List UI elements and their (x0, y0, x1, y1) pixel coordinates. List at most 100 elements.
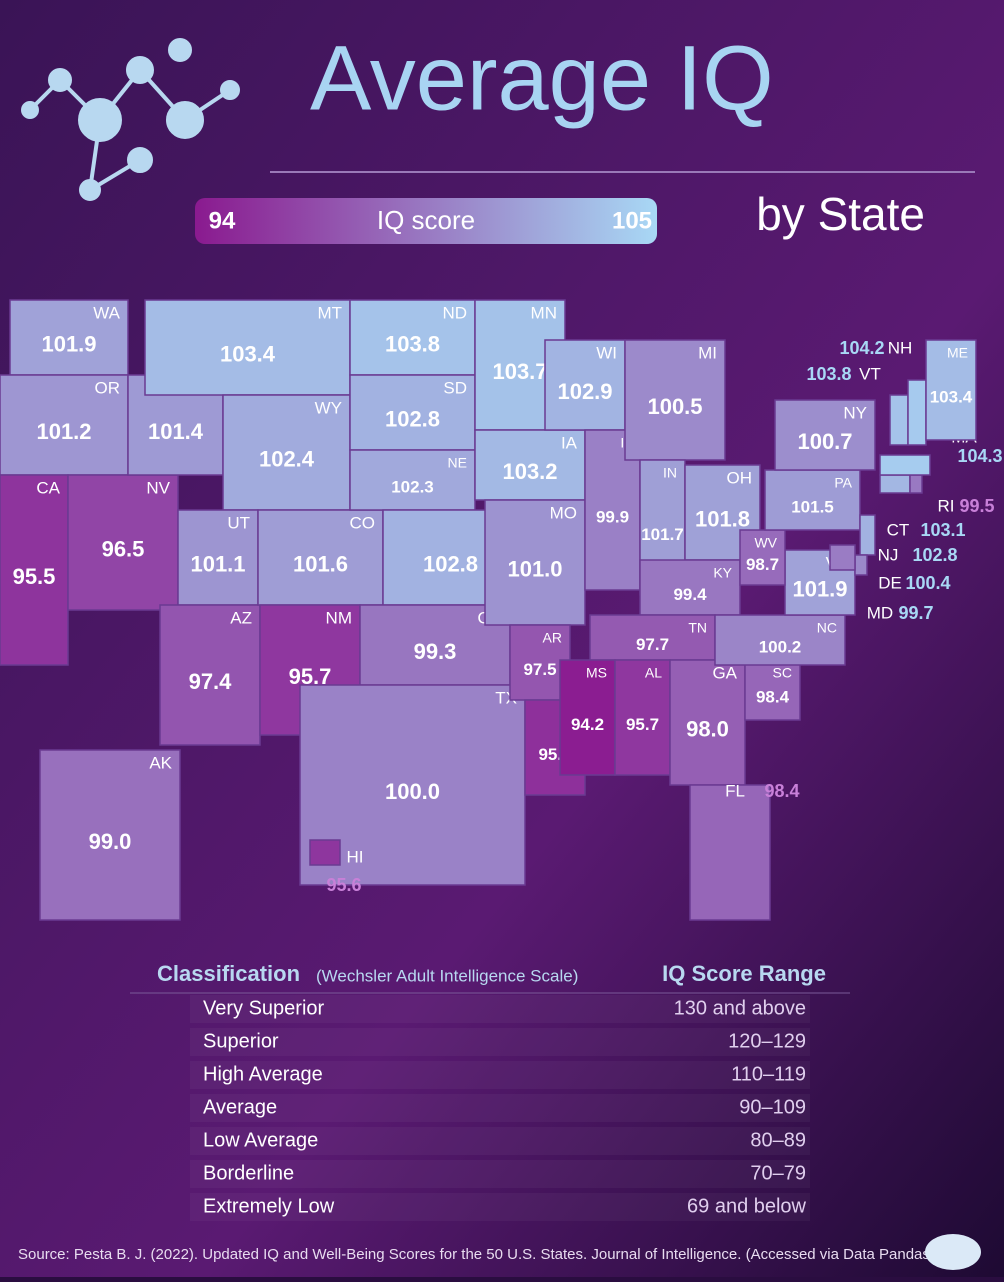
state-abbr: HI (347, 847, 364, 866)
state-value: 102.8 (912, 545, 957, 565)
state-abbr: MT (317, 303, 342, 322)
classification: Borderline (203, 1162, 294, 1184)
classification: Extremely Low (203, 1195, 335, 1217)
state-value: 101.9 (41, 331, 96, 356)
logo (925, 1234, 981, 1270)
table-row-bg (190, 995, 810, 1023)
state-shape (9, 299, 129, 376)
state-value: 98.7 (746, 555, 779, 574)
state-shape (859, 514, 876, 556)
state-value: 96.5 (102, 536, 145, 561)
state-shape (39, 749, 181, 921)
table-row-bg (190, 1061, 810, 1089)
state-value: 95.5 (13, 564, 56, 589)
state-value: 101.2 (36, 419, 91, 444)
state-shape (484, 499, 586, 626)
state-abbr: RI (938, 496, 955, 515)
state-value: 97.5 (523, 660, 556, 679)
state-value: 102.3 (391, 477, 434, 496)
state-abbr: NE (448, 455, 467, 471)
state-abbr: AL (645, 665, 662, 681)
state-abbr: PA (834, 475, 852, 491)
state-abbr: KY (713, 565, 732, 581)
state-shape (714, 614, 846, 666)
state-value: 94.2 (571, 715, 604, 734)
map: WA101.9OR101.2CA95.5NV96.5ID101.4MT103.4… (0, 299, 1003, 921)
score-range: 70–79 (750, 1162, 806, 1184)
state-shape (614, 659, 671, 776)
state-shape (829, 544, 856, 571)
state-value: 101.4 (148, 419, 204, 444)
state-shape (925, 339, 977, 441)
state-abbr: NM (326, 608, 352, 627)
state-abbr: ND (442, 303, 467, 322)
state-shape (909, 474, 923, 494)
state-shape (879, 454, 931, 476)
state-shape (774, 399, 876, 471)
state-value: 99.5 (959, 496, 994, 516)
table-row-bg (190, 1127, 810, 1155)
state-value: 103.7 (492, 359, 547, 384)
state-shape (639, 559, 741, 616)
state-value: 97.4 (189, 669, 233, 694)
state-abbr: CO (350, 513, 376, 532)
state-value: 99.0 (89, 829, 132, 854)
state-value: 101.0 (507, 556, 562, 581)
state-abbr: MO (550, 503, 577, 522)
score-range: 120–129 (728, 1030, 806, 1052)
state-value: 101.7 (641, 525, 684, 544)
state-abbr: UT (227, 513, 250, 532)
state-abbr: GA (712, 663, 737, 682)
state-shape (889, 394, 909, 446)
state-value: 101.6 (293, 551, 348, 576)
state-value: 100.0 (385, 779, 440, 804)
state-value: 100.2 (759, 637, 802, 656)
state-abbr: MI (698, 343, 717, 362)
classification: Average (203, 1096, 277, 1118)
state-abbr: VT (859, 364, 881, 383)
state-abbr: AR (543, 630, 562, 646)
legend-label: IQ score (377, 205, 475, 235)
state-shape (474, 429, 586, 501)
state-value: 103.1 (920, 520, 965, 540)
state-value: 104.3 (957, 446, 1002, 466)
score-range: 80–89 (750, 1129, 806, 1151)
state-value: 102.4 (259, 446, 315, 471)
state-shape (309, 839, 341, 866)
classification: High Average (203, 1063, 323, 1085)
score-range: 69 and below (687, 1195, 807, 1217)
state-value: 103.8 (806, 364, 851, 384)
state-value: 99.7 (898, 603, 933, 623)
state-abbr: SC (773, 665, 792, 681)
classification: Superior (203, 1030, 279, 1052)
state-abbr: DE (878, 573, 902, 592)
classification: Very Superior (203, 997, 325, 1019)
state-abbr: FL (725, 781, 745, 800)
state-shape (907, 379, 927, 446)
state-shape (624, 339, 726, 461)
state-abbr: CT (887, 520, 910, 539)
state-shape (689, 784, 771, 921)
state-abbr: SD (443, 378, 467, 397)
table-row-bg (190, 1094, 810, 1122)
state-value: 99.3 (414, 639, 457, 664)
state-abbr: NY (843, 403, 867, 422)
state-shape (222, 394, 351, 511)
state-shape (559, 659, 616, 776)
state-abbr: NH (888, 338, 913, 357)
state-shape (744, 659, 801, 721)
classification: Low Average (203, 1129, 318, 1151)
state-abbr: WI (596, 343, 617, 362)
state-abbr: MD (867, 603, 893, 622)
state-value: 102.8 (423, 551, 478, 576)
state-abbr: WV (754, 535, 777, 551)
state-abbr: CA (36, 478, 60, 497)
state-abbr: NC (817, 620, 837, 636)
table-row-bg (190, 1028, 810, 1056)
state-value: 102.8 (385, 406, 440, 431)
table: Very Superior 130 and above Superior 120–12… (190, 995, 810, 1221)
source: Source: Pesta B. J. (2022). Updated IQ a… (18, 1246, 939, 1263)
state-value: 103.4 (930, 387, 973, 406)
state-abbr: NV (146, 478, 170, 497)
title: Average IQ (310, 27, 774, 129)
